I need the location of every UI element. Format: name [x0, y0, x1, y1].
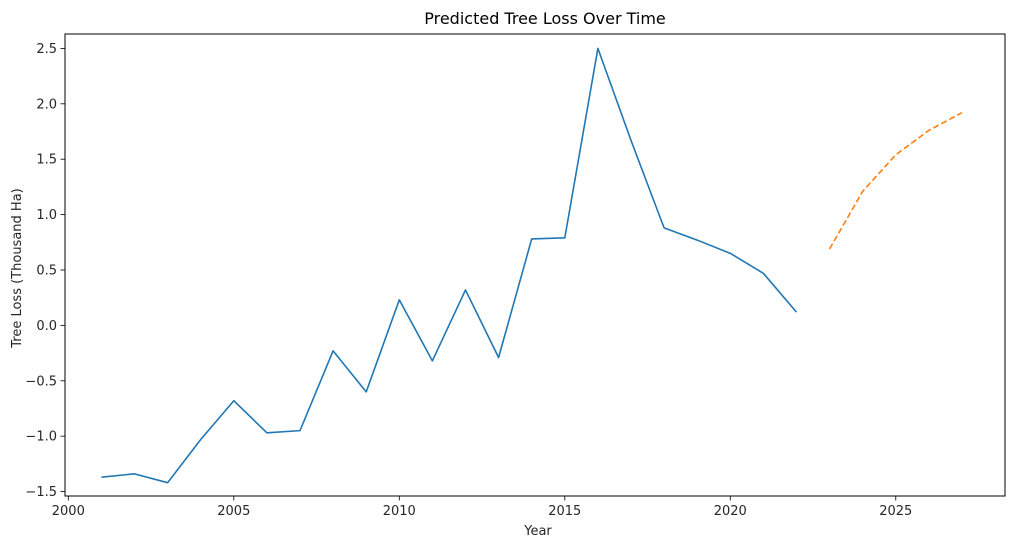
- plot-frame: [64, 33, 1006, 497]
- x-tick-label: 2020: [714, 504, 747, 519]
- x-axis-label: Year: [523, 524, 552, 539]
- y-tick-label: 1.0: [36, 208, 57, 223]
- y-tick-label: 2.0: [36, 97, 57, 112]
- x-tick-label: 2025: [879, 504, 912, 519]
- y-tick-label: 0.0: [36, 319, 57, 334]
- x-tick-label: 2015: [548, 504, 581, 519]
- y-tick-label: 1.5: [36, 153, 57, 168]
- chart-title: Predicted Tree Loss Over Time: [424, 9, 666, 28]
- x-tick-label: 2000: [52, 504, 85, 519]
- y-axis: −1.5 −1.0 −0.5 0.0 0.5 1.0 1.5 2.0 2.5: [25, 42, 65, 500]
- y-tick-label: −0.5: [25, 374, 57, 389]
- x-tick-label: 2010: [383, 504, 416, 519]
- x-axis: 2000 2005 2010 2015 2020 2025: [52, 496, 912, 519]
- x-tick-label: 2005: [217, 504, 250, 519]
- y-tick-label: 0.5: [36, 263, 57, 278]
- y-tick-label: −1.0: [25, 430, 57, 445]
- series-line-predicted: [828, 111, 963, 250]
- y-tick-label: −1.5: [25, 485, 57, 500]
- y-axis-label: Tree Loss (Thousand Ha): [10, 188, 25, 349]
- series-layer: [101, 47, 963, 484]
- series-line-historical: [101, 47, 798, 484]
- y-tick-label: 2.5: [36, 42, 57, 57]
